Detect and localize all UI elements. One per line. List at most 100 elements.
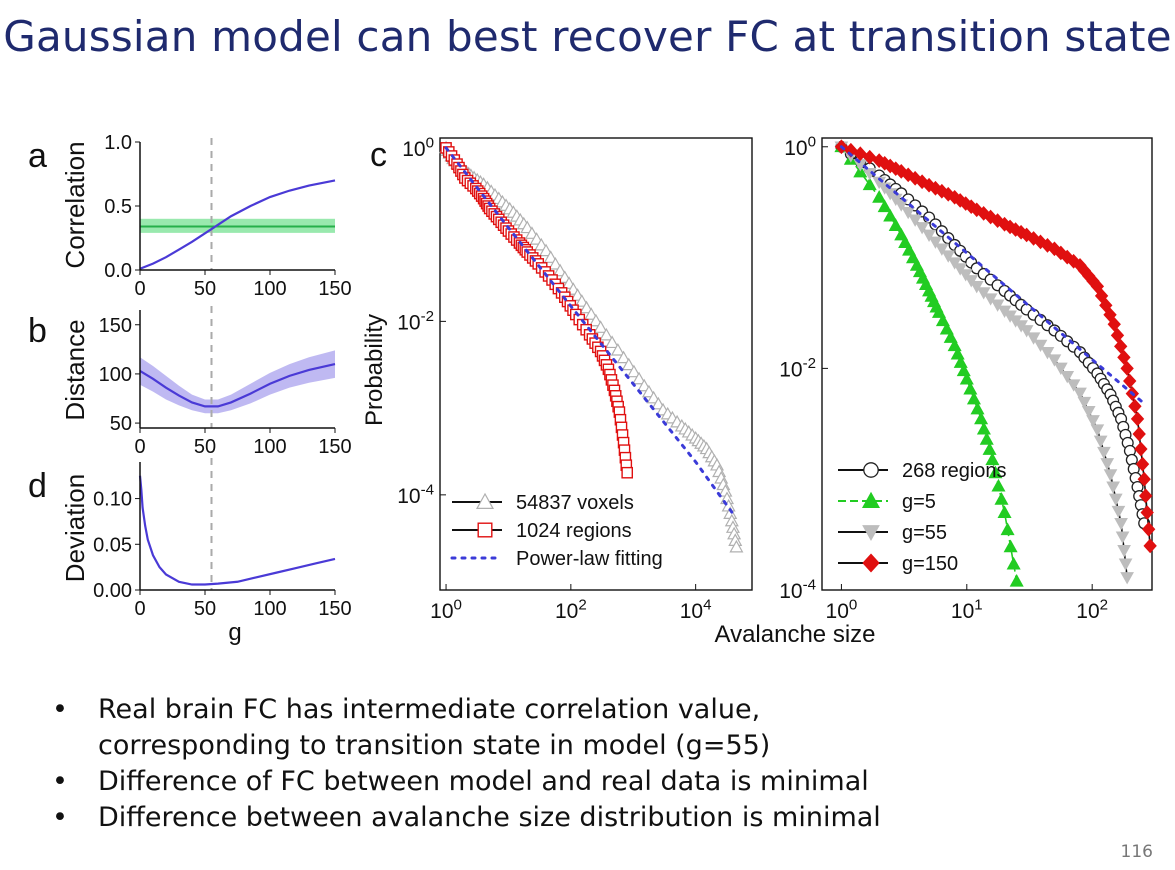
marker	[1094, 288, 1109, 304]
y-tick-label: 0.5	[104, 196, 132, 218]
marker	[632, 371, 647, 385]
marker	[1093, 435, 1108, 448]
marker	[1060, 370, 1075, 384]
marker	[1106, 481, 1120, 494]
marker	[979, 432, 994, 445]
series-line	[139, 363, 336, 408]
marker	[988, 465, 1003, 479]
x-tick-label: 50	[194, 436, 216, 458]
series-g-150	[834, 139, 1157, 554]
x-tick-label: 50	[194, 278, 216, 300]
bullet-item: • Difference between avalanche size dist…	[40, 800, 1100, 836]
marker	[1140, 505, 1154, 520]
legend-item: 1024 regions	[452, 520, 632, 542]
panel-label-a: a	[28, 137, 47, 175]
y-tick-label: 0.05	[93, 534, 132, 556]
marker	[964, 275, 979, 288]
series-g-5	[834, 139, 1024, 587]
marker	[1040, 347, 1055, 360]
marker	[1114, 517, 1128, 531]
marker	[1054, 245, 1068, 261]
y-axis-label: Probability	[361, 314, 388, 426]
marker	[543, 250, 558, 263]
y-tick-label: 150	[99, 315, 132, 337]
marker	[1137, 471, 1151, 487]
marker	[1066, 379, 1081, 392]
series-fit	[839, 145, 1144, 404]
x-tick-label-exp: 2	[578, 597, 586, 614]
marker	[1073, 387, 1087, 400]
marker	[1120, 572, 1134, 585]
series-power-law-fitting	[444, 146, 735, 516]
panel-label-c: c	[370, 136, 387, 174]
y-tick-label: 0.10	[93, 489, 132, 511]
marker	[941, 250, 956, 263]
marker	[862, 177, 877, 191]
marker	[908, 214, 922, 227]
marker	[1141, 521, 1156, 537]
marker	[963, 381, 978, 395]
marker	[1117, 545, 1131, 558]
marker	[1099, 297, 1113, 313]
marker	[621, 357, 636, 371]
legend-item: 268 regions	[838, 460, 1007, 482]
bullet-item: • Real brain FC has intermediate correla…	[40, 692, 1100, 728]
y-tick-label: 10-2	[779, 355, 816, 381]
x-tick-label: 150	[318, 278, 351, 300]
marker	[579, 300, 594, 314]
x-tick-label: 100	[253, 278, 286, 300]
marker	[894, 199, 909, 212]
marker	[974, 411, 989, 425]
legend-label: g=150	[902, 553, 958, 575]
marker	[863, 462, 879, 478]
marker	[1143, 538, 1157, 554]
x-tick-label: 0	[134, 278, 145, 300]
marker	[982, 442, 997, 455]
marker	[959, 371, 974, 385]
marker	[1111, 505, 1126, 519]
y-tick-label: 0.00	[93, 580, 132, 602]
marker	[1132, 426, 1146, 442]
marker	[958, 269, 973, 282]
marker	[877, 199, 892, 213]
x-tick-label: 100	[253, 598, 286, 620]
marker	[1090, 279, 1105, 294]
marker	[983, 293, 998, 306]
marker	[1026, 332, 1041, 345]
marker	[588, 313, 603, 327]
marker	[593, 320, 608, 333]
legend-label: 268 regions	[902, 460, 1007, 482]
marker	[991, 478, 1006, 492]
y-tick-label: 0.0	[104, 260, 132, 282]
x-tick-label: 50	[194, 598, 216, 620]
series-line	[139, 179, 336, 270]
panel-c-avalanche-chart: 100 102 104 100 10-2 10-4 54837 voxels 1024 reg…	[361, 134, 876, 648]
legend-label: Power-law fitting	[516, 548, 663, 570]
slide-title: Gaussian model can best recover FC at tr…	[3, 12, 1172, 61]
bullet-text: Difference between avalanche size distri…	[98, 802, 881, 833]
x-tick-label: 102	[555, 597, 587, 623]
marker	[1115, 531, 1130, 544]
y-tick-label: 10-2	[397, 308, 434, 334]
confidence-band	[140, 350, 335, 414]
marker	[939, 321, 954, 335]
marker	[1003, 539, 1018, 553]
y-tick-label-exp: 0	[426, 134, 434, 151]
bullet-dot: •	[52, 802, 68, 833]
y-tick-label-exp: -2	[421, 308, 434, 325]
marker	[1033, 339, 1048, 353]
legend-label: g=55	[902, 522, 947, 544]
marker	[1006, 556, 1021, 570]
y-tick-label: 1.0	[104, 132, 132, 154]
marker	[1100, 458, 1115, 471]
y-tick-label: 50	[110, 413, 132, 435]
marker	[548, 256, 563, 270]
y-tick-label-exp: -2	[803, 355, 816, 372]
legend-item: 54837 voxels	[452, 492, 634, 514]
legend-label: g=5	[902, 491, 936, 513]
marker	[1107, 316, 1121, 332]
marker	[872, 190, 887, 203]
marker	[1110, 327, 1125, 343]
